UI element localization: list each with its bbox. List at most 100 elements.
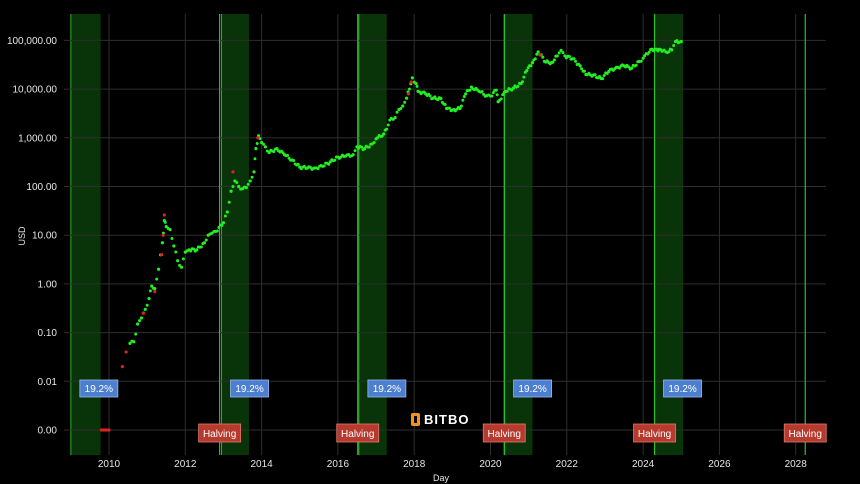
data-point [231, 184, 235, 188]
data-point [147, 296, 151, 301]
data-point [511, 86, 515, 90]
data-point [174, 250, 178, 254]
data-point [520, 80, 524, 84]
data-point [462, 95, 466, 99]
data-point [124, 350, 128, 354]
data-point [252, 170, 256, 174]
data-point [156, 267, 161, 271]
halving-label-box [633, 423, 676, 443]
data-point [287, 156, 291, 160]
halving-lines [219, 14, 806, 455]
data-point [404, 96, 409, 100]
period-badge-label: 19.2% [518, 384, 546, 395]
x-tick-label: 2018 [403, 459, 426, 470]
period-badge-box [513, 379, 553, 398]
data-point [148, 289, 152, 293]
data-point [601, 77, 605, 81]
x-axis-ticks: 2010 2012 2014 2016 2018 2020 2022 2024 2026 2028 [98, 459, 807, 470]
data-point [128, 341, 132, 346]
data-point [480, 90, 484, 94]
data-point [267, 150, 271, 155]
data-point [495, 93, 499, 97]
data-point [414, 81, 418, 86]
data-point [443, 103, 447, 107]
data-point [399, 106, 403, 110]
data-point [461, 98, 465, 102]
data-point [221, 221, 226, 225]
x-tick-label: 2012 [174, 459, 197, 470]
period-badge-box [663, 379, 702, 398]
data-point [407, 87, 411, 91]
data-point [409, 80, 413, 84]
data-point [533, 57, 537, 61]
data-point [192, 247, 196, 251]
data-point [235, 181, 239, 185]
data-point [578, 64, 582, 68]
x-tick-label: 2014 [250, 459, 273, 470]
data-point [229, 189, 233, 193]
data-point [254, 147, 258, 151]
data-point [363, 147, 367, 151]
data-point [393, 115, 397, 120]
data-point [385, 127, 389, 131]
data-point [145, 303, 149, 307]
data-point [160, 241, 165, 245]
period-badge: 19.2% [230, 379, 269, 398]
halving-label-box [783, 423, 827, 443]
data-point [647, 50, 651, 54]
halving-label: Halving [783, 423, 827, 443]
data-point [351, 153, 355, 157]
data-point [246, 182, 250, 186]
data-point [141, 311, 145, 315]
data-point [162, 213, 166, 217]
data-point [526, 66, 530, 70]
data-point [172, 244, 176, 248]
data-point [536, 50, 540, 54]
data-point [525, 68, 529, 73]
data-point [181, 257, 185, 261]
data-point [195, 248, 199, 252]
data-point [567, 54, 571, 58]
data-point [178, 263, 182, 267]
y-axis-ticks: 0.00 0.01 0.10 1.00 10.00 100.00 1,000.00 10,00… [7, 36, 57, 437]
period-badge-box [79, 379, 119, 398]
data-point [353, 149, 357, 153]
data-point [189, 249, 193, 253]
data-point [120, 365, 124, 369]
grid [64, 14, 826, 455]
data-point [494, 88, 498, 92]
data-point [522, 75, 526, 79]
data-point [134, 332, 138, 336]
data-point [643, 54, 647, 58]
period-badge-label: 19.2% [668, 384, 696, 395]
data-point [572, 57, 576, 61]
halving-label: Halving [482, 423, 526, 443]
data-point [490, 94, 494, 98]
y-axis-title: USD [17, 226, 27, 246]
y-tick-label: 0.00 [38, 426, 58, 437]
x-tick-label: 2020 [479, 459, 502, 470]
data-point [231, 170, 235, 174]
data-point [163, 220, 167, 224]
data-point [459, 104, 463, 108]
data-point [202, 241, 206, 245]
data-point [176, 259, 180, 263]
data-point [538, 53, 542, 57]
data-point [529, 64, 533, 68]
period-badge: 19.2% [367, 379, 407, 398]
data-point [436, 98, 440, 102]
data-point [223, 214, 227, 218]
data-point [360, 145, 364, 149]
data-point [667, 50, 671, 54]
period-badge-box [230, 379, 269, 398]
data-point [447, 106, 451, 110]
data-point [464, 92, 468, 96]
data-point [168, 228, 172, 232]
data-point [458, 106, 462, 111]
data-point [630, 66, 634, 70]
data-point [322, 164, 326, 168]
data-point [143, 307, 147, 311]
y-tick-label: 0.01 [38, 377, 58, 388]
data-point [107, 428, 111, 432]
